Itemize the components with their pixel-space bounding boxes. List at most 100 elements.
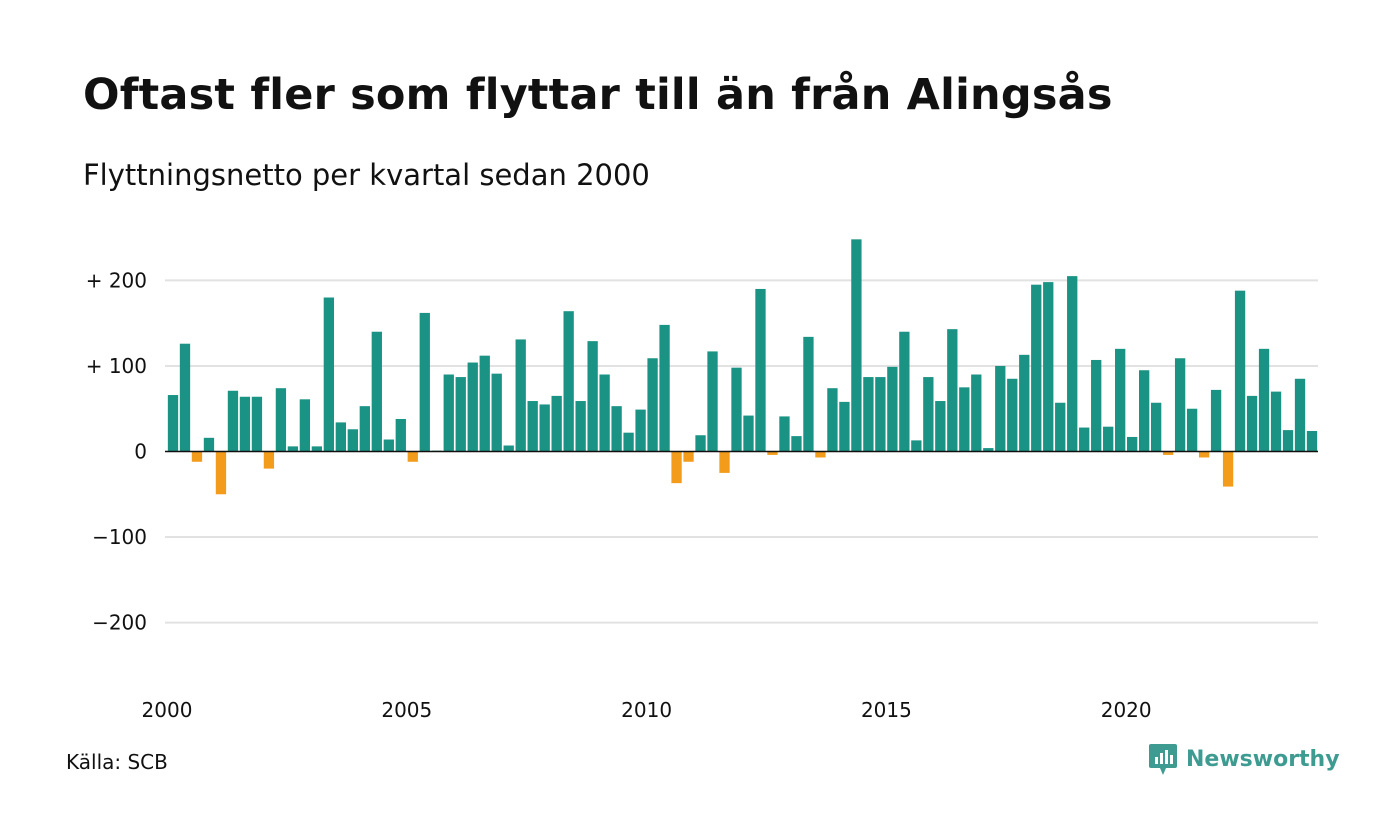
bar [575,401,586,452]
bar [251,396,263,452]
x-axis-labels: 2000 2005 2010 2015 2020 [142,698,1152,722]
bar [491,373,502,452]
bar [683,451,694,462]
bar [731,367,742,452]
bar [239,396,251,452]
bar [515,339,526,452]
bar [347,429,358,452]
bars [167,239,1318,495]
bar [899,331,910,452]
bar [1150,402,1162,452]
bar [1306,430,1318,452]
bar [959,387,970,452]
bar [611,406,622,452]
bar [935,401,946,452]
bar [1186,408,1198,452]
bar [1079,427,1090,452]
bar [407,451,418,462]
bar [383,439,394,452]
bar [791,436,802,452]
bar [311,446,323,452]
bar [947,329,958,452]
x-tick-label: 2000 [142,698,193,722]
bar [911,440,922,452]
bar [215,451,227,495]
bar [527,401,538,452]
bar [1258,348,1270,452]
bar [191,451,203,462]
x-tick-label: 2020 [1101,698,1152,722]
y-axis-labels: + 200 + 100 0 −100 −200 [86,268,147,634]
bar [263,451,275,469]
bar [467,362,478,452]
bar [179,343,191,452]
bar [995,365,1006,452]
bar [923,377,934,452]
bar [203,437,215,452]
bar [851,239,862,452]
bar [755,288,766,452]
bar [371,331,382,452]
bar [1210,389,1222,452]
bar [479,355,490,452]
bar [275,388,287,452]
y-tick-label: 0 [134,440,147,464]
bar [1270,391,1282,452]
bar [839,401,850,452]
bar [659,324,670,452]
bar [1067,276,1078,452]
x-tick-label: 2010 [621,698,672,722]
source-note: Källa: SCB [66,750,168,774]
bar [419,312,430,452]
bar [287,446,299,452]
bar [971,374,982,452]
bar [635,409,646,452]
bar [503,445,514,452]
bar [815,451,826,458]
bar [1246,395,1258,452]
bar [671,451,682,484]
bar [707,351,718,452]
newsworthy-logo-icon [1149,744,1177,775]
bar [1139,370,1150,452]
bar [743,415,754,452]
bar [539,404,550,452]
brand-logo[interactable]: Newsworthy [1148,742,1340,776]
chart-title: Oftast fler som flyttar till än från Ali… [83,70,1113,120]
bar [599,374,610,452]
bar [803,336,814,452]
bar [443,374,454,452]
bar [1043,282,1054,452]
bar [1103,426,1114,452]
gridlines [165,279,1318,624]
bar [1222,451,1234,487]
bar [1294,378,1306,452]
bar [227,390,239,452]
brand-name: Newsworthy [1186,746,1340,772]
bar [875,377,886,452]
bar [983,448,994,452]
bar [323,297,335,452]
y-tick-label: −200 [92,611,147,635]
bar [827,388,838,452]
bar [779,416,790,452]
bar [1031,284,1042,452]
bar [1055,402,1066,452]
bar-chart: + 200 + 100 0 −100 −200 2000 2005 2010 2015 2020 [86,239,1318,722]
bar [335,422,346,452]
x-tick-label: 2015 [861,698,912,722]
bar [1198,451,1210,458]
bar [695,435,706,452]
bar [299,399,311,452]
x-tick-label: 2005 [381,698,432,722]
bar [1174,358,1186,452]
bar [1019,354,1030,452]
bar [563,311,574,452]
bar [767,451,778,455]
bar [587,341,598,452]
bar [395,418,406,452]
bar [1162,451,1174,455]
bar [1234,290,1246,452]
bar [455,377,466,452]
y-tick-label: + 100 [86,354,147,378]
